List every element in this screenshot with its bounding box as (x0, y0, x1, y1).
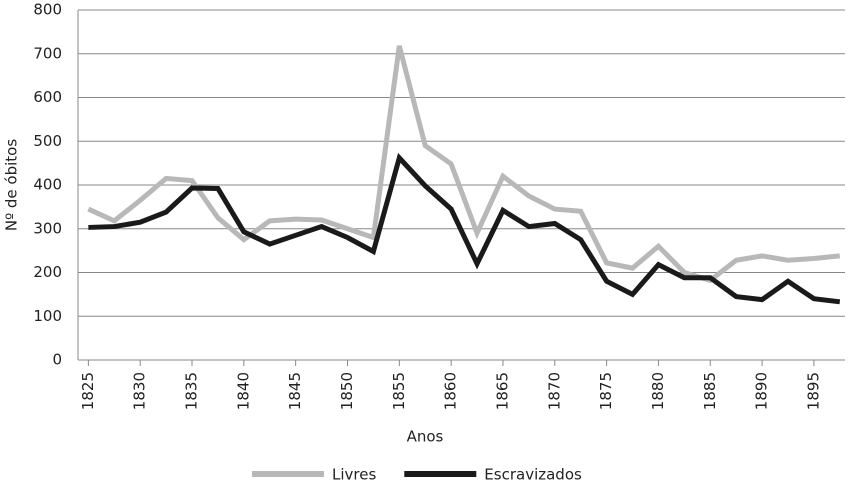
x-tick-label: 1835 (183, 372, 201, 410)
x-tick-label: 1860 (442, 372, 460, 410)
line (88, 152, 841, 305)
legend-label: Escravizados (484, 466, 582, 484)
x-tick-label: 1825 (79, 372, 97, 410)
x-tick-label: 1845 (286, 372, 304, 410)
line (87, 45, 841, 284)
x-tick-label: 1875 (597, 372, 615, 410)
y-tick-label: 500 (33, 132, 62, 150)
x-axis-label: Anos (407, 428, 444, 446)
y-tick-label: 400 (33, 176, 62, 194)
x-tick-label: 1830 (131, 372, 149, 410)
x-tick-label: 1880 (649, 372, 667, 410)
y-axis-label: Nº de óbitos (3, 139, 21, 231)
x-tick-label: 1895 (804, 372, 822, 410)
x-tick-label: 1855 (390, 372, 408, 410)
x-tick-label: 1865 (493, 372, 511, 410)
y-tick-label: 600 (33, 88, 62, 106)
y-tick-label: 300 (33, 219, 62, 237)
y-tick-label: 800 (33, 1, 62, 19)
x-tick-label: 1850 (338, 372, 356, 410)
legend-label: Livres (332, 466, 376, 484)
x-tick-label: 1870 (545, 372, 563, 410)
x-tick-label: 1885 (701, 372, 719, 410)
y-tick-label: 100 (33, 307, 62, 325)
x-tick-label: 1840 (234, 372, 252, 410)
y-tick-label: 200 (33, 263, 62, 281)
y-tick-label: 0 (52, 351, 62, 369)
x-tick-label: 1890 (753, 372, 771, 410)
y-tick-label: 700 (33, 44, 62, 62)
